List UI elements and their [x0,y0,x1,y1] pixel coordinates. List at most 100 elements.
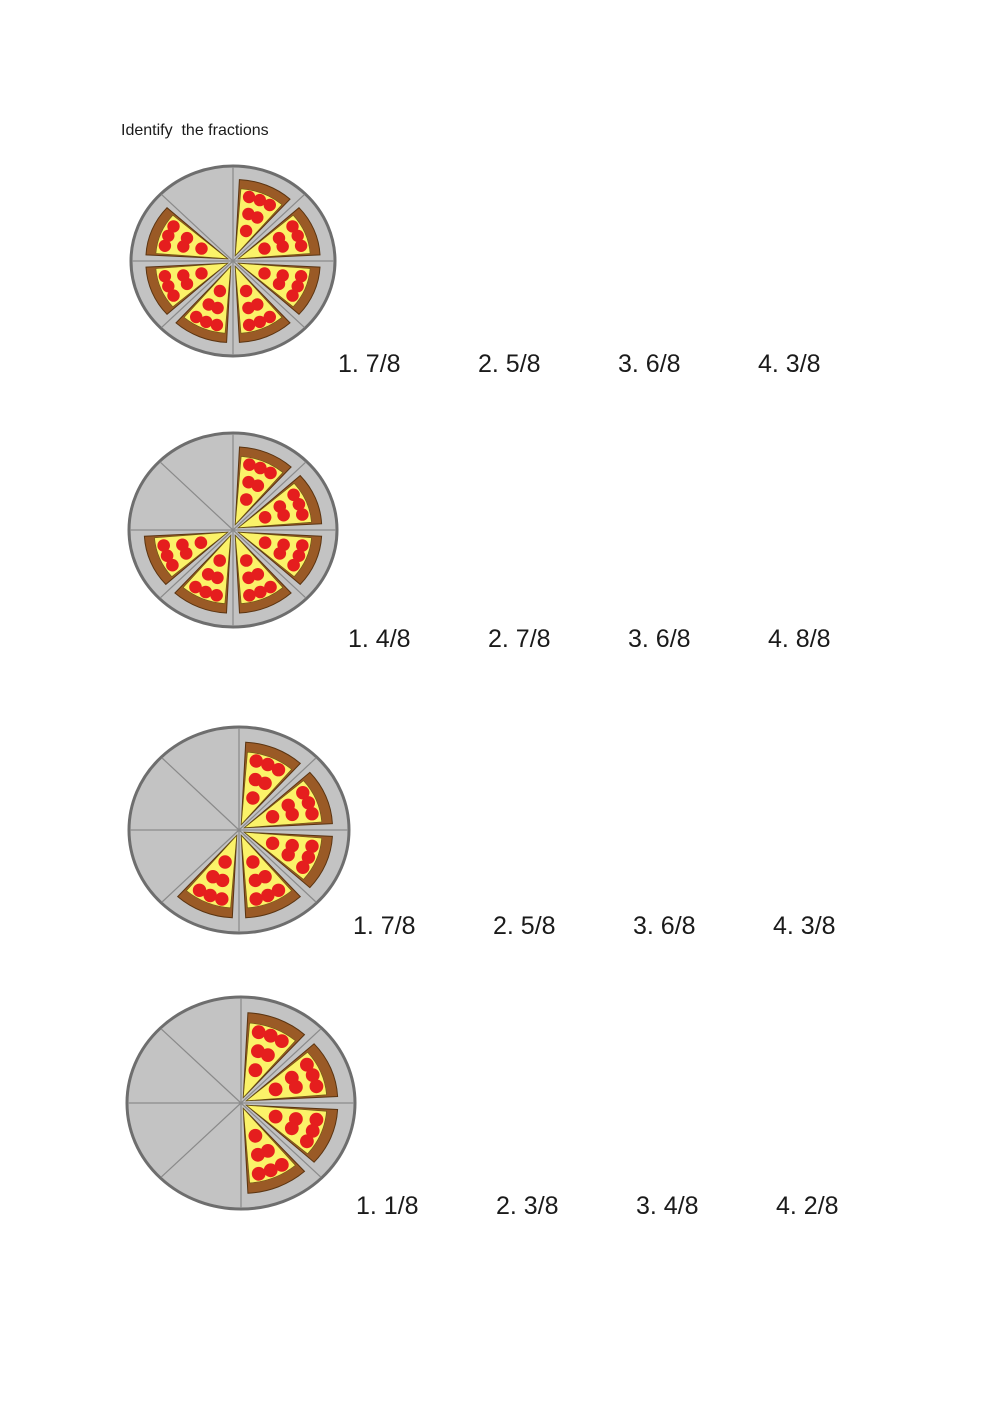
pepperoni-icon [258,776,272,790]
answer-options: 1. 1/8 2. 3/8 3. 4/8 4. 2/8 [356,1192,916,1221]
pepperoni-icon [240,493,253,506]
pizza-slice [145,262,229,315]
pepperoni-icon [195,242,208,255]
pepperoni-icon [166,558,179,572]
pepperoni-icon [305,1124,320,1138]
slice-divider [232,529,307,599]
pepperoni-icon [158,270,172,283]
answer-option-4[interactable]: 4. 3/8 [758,350,821,378]
pepperoni-icon [309,1112,324,1127]
pepperoni-icon [192,883,207,897]
pepperoni-icon [261,757,275,772]
pepperoni-icon [254,461,267,475]
pepperoni-icon [265,810,280,824]
pepperoni-icon [271,883,286,897]
pepperoni-icon [176,538,189,552]
answer-option-2[interactable]: 2. 5/8 [478,350,541,378]
pepperoni-icon [261,1048,275,1062]
pizza-slice [237,207,321,260]
pepperoni-icon [292,498,306,511]
answer-option-2[interactable]: 2. 7/8 [488,625,551,653]
pepperoni-icon [277,508,290,522]
pepperoni-icon [287,558,300,572]
pepperoni-icon [268,1082,283,1097]
pizza-slice [145,207,229,260]
pizza-slice [176,834,238,919]
pepperoni-icon [248,873,263,888]
pizza-slice [245,1043,339,1102]
slice-divider [240,1028,322,1104]
pepperoni-icon [215,892,229,906]
pepperoni-icon [296,860,310,874]
answer-option-3[interactable]: 3. 6/8 [628,625,691,653]
slice-divider [240,1102,322,1178]
pepperoni-icon [249,892,263,906]
pepperoni-icon [300,1057,314,1072]
pepperoni-icon [210,318,224,332]
pepperoni-icon [285,807,299,822]
pepperoni-icon [167,220,180,233]
pepperoni-icon [190,310,203,324]
pepperoni-icon [202,298,215,311]
pepperoni-icon [162,229,175,242]
pepperoni-icon [294,270,308,283]
pepperoni-icon [258,511,272,524]
pizza-slice [240,834,302,919]
pepperoni-icon [273,547,287,560]
pepperoni-icon [200,315,213,329]
pepperoni-icon [296,539,309,552]
answer-option-3[interactable]: 3. 4/8 [636,1192,699,1220]
pepperoni-icon [258,242,271,255]
pepperoni-icon [253,315,266,329]
pepperoni-icon [305,839,319,853]
answer-option-4[interactable]: 4. 2/8 [776,1192,839,1220]
answer-option-2[interactable]: 2. 3/8 [496,1192,559,1220]
answer-option-3[interactable]: 3. 6/8 [633,912,696,940]
pepperoni-icon [287,488,300,502]
pepperoni-icon [242,190,256,204]
answer-option-1[interactable]: 1. 7/8 [338,350,401,378]
instructions-text: Identify the fractions [121,122,269,139]
pepperoni-icon [213,284,227,298]
pizza-slice [237,474,323,529]
answer-option-4[interactable]: 4. 8/8 [768,625,831,653]
pizza-slice [234,534,292,614]
pepperoni-icon [264,580,277,594]
answer-option-1[interactable]: 1. 1/8 [356,1192,419,1220]
pepperoni-icon [305,807,319,821]
pepperoni-icon [210,589,223,602]
pepperoni-icon [264,466,277,480]
pizza-image [129,164,337,358]
answer-option-3[interactable]: 3. 6/8 [618,350,681,378]
pepperoni-icon [296,786,310,800]
answer-option-4[interactable]: 4. 3/8 [773,912,836,940]
pepperoni-icon [246,855,260,869]
pepperoni-icon [177,269,190,282]
pepperoni-icon [305,1068,320,1082]
pizza-slice [234,179,291,257]
pepperoni-icon [251,1166,266,1181]
pepperoni-icon [242,318,256,332]
pepperoni-icon [263,198,276,212]
pepperoni-icon [158,239,172,252]
pizza-slice [242,1012,306,1099]
pepperoni-icon [199,585,212,599]
pizza-slice [237,531,323,586]
answer-option-1[interactable]: 1. 4/8 [348,625,411,653]
pepperoni-icon [243,458,256,471]
pepperoni-icon [206,870,220,884]
pepperoni-icon [263,1028,278,1043]
pepperoni-icon [292,549,306,562]
pepperoni-icon [213,554,226,567]
pepperoni-icon [195,267,208,280]
answer-option-1[interactable]: 1. 7/8 [353,912,416,940]
slice-divider [161,260,234,328]
pepperoni-icon [274,1158,289,1172]
pepperoni-icon [281,848,295,862]
slice-divider [159,461,234,531]
pepperoni-icon [300,1134,314,1149]
slice-divider [232,194,305,262]
answer-option-2[interactable]: 2. 5/8 [493,912,556,940]
pepperoni-icon [265,836,280,850]
pepperoni-icon [251,1025,266,1040]
